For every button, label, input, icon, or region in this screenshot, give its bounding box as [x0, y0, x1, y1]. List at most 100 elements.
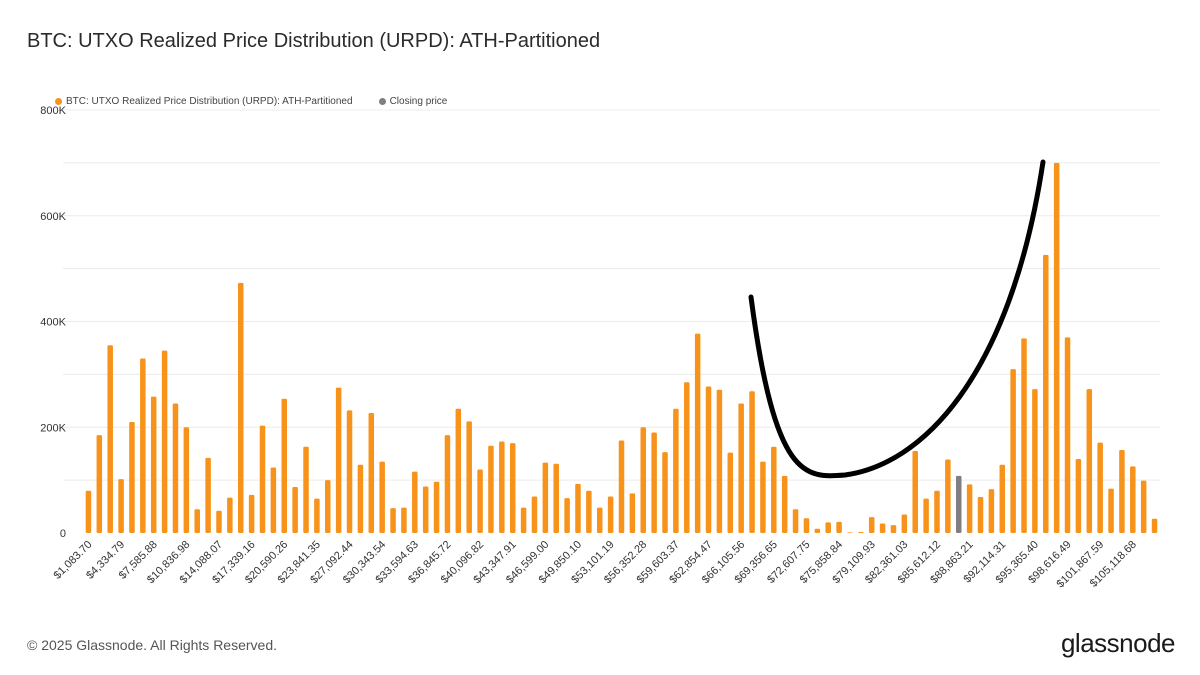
- bars: [85, 162, 1158, 534]
- bar: [1140, 480, 1147, 533]
- bar: [314, 498, 320, 533]
- bar: [542, 462, 549, 533]
- bar: [477, 469, 483, 533]
- bar: [1043, 254, 1049, 533]
- bar: [966, 484, 973, 533]
- bar: [760, 461, 766, 533]
- bar: [1064, 337, 1071, 533]
- y-tick-label: 800K: [40, 105, 66, 117]
- bar: [836, 521, 842, 533]
- bar: [1086, 389, 1093, 533]
- bar: [488, 445, 494, 533]
- bar: [727, 452, 734, 533]
- bar: [205, 457, 211, 533]
- bar: [509, 443, 516, 533]
- bar: [771, 446, 777, 533]
- bar: [640, 427, 647, 533]
- y-tick-label: 200K: [40, 422, 66, 434]
- legend-dot-closing-price: [378, 97, 386, 105]
- bar: [281, 398, 288, 533]
- bar: [705, 386, 712, 533]
- bar: [346, 410, 353, 533]
- bar: [368, 412, 375, 533]
- bar: [596, 507, 603, 533]
- bar: [618, 440, 625, 533]
- bar: [716, 389, 723, 533]
- legend-label-urpd: BTC: UTXO Realized Price Distribution (U…: [66, 95, 353, 107]
- bar: [96, 435, 103, 533]
- bar: [945, 459, 951, 533]
- bar: [85, 490, 92, 533]
- bar: [520, 507, 527, 533]
- bar: [379, 461, 385, 533]
- bar: [1053, 162, 1060, 534]
- bar: [923, 498, 929, 533]
- bar: [814, 528, 821, 533]
- bar: [662, 452, 668, 533]
- bar: [227, 497, 233, 533]
- bar: [684, 382, 690, 533]
- bar: [270, 467, 277, 533]
- bar: [183, 427, 190, 533]
- bar: [803, 518, 810, 533]
- bar: [357, 464, 364, 533]
- bar: [868, 517, 875, 533]
- bar: [1108, 488, 1114, 533]
- bar: [433, 481, 440, 533]
- bar: [194, 509, 200, 533]
- bar: [694, 333, 701, 533]
- bar: [422, 486, 429, 533]
- bar: [564, 498, 570, 533]
- bar: [890, 525, 897, 533]
- bar: [161, 350, 168, 533]
- copyright-text: © 2025 Glassnode. All Rights Reserved.: [27, 637, 278, 653]
- bar: [1032, 389, 1038, 533]
- bar: [781, 475, 788, 533]
- bar: [1119, 449, 1125, 533]
- bar: [586, 490, 592, 533]
- legend-item-closing-price[interactable]: Closing price: [378, 95, 448, 107]
- bar: [259, 425, 266, 533]
- bar: [901, 514, 908, 533]
- bar: [107, 345, 113, 533]
- bar: [150, 396, 157, 533]
- bar: [651, 432, 657, 533]
- bar: [129, 421, 135, 533]
- bar: [847, 532, 853, 533]
- bar: [412, 471, 418, 533]
- bar: [825, 522, 831, 533]
- bar: [988, 489, 995, 533]
- bar: [858, 531, 864, 533]
- bar: [444, 435, 451, 533]
- y-tick-label: 600K: [40, 211, 66, 223]
- bar: [455, 408, 462, 533]
- chart-title: BTC: UTXO Realized Price Distribution (U…: [27, 30, 601, 52]
- legend-item-urpd[interactable]: BTC: UTXO Realized Price Distribution (U…: [55, 96, 353, 107]
- bar: [466, 421, 472, 533]
- bar: [607, 496, 614, 533]
- bar: [401, 507, 407, 533]
- bar: [1075, 458, 1082, 533]
- bar: [879, 523, 886, 533]
- bar: [912, 451, 918, 533]
- bar: [934, 490, 940, 533]
- bar: [1097, 442, 1103, 533]
- bar: [629, 493, 636, 533]
- grid-lines: [63, 109, 1160, 481]
- y-tick-label: 0: [60, 528, 66, 540]
- glassnode-logo[interactable]: glassnode: [1060, 628, 1176, 658]
- bar: [673, 408, 679, 533]
- bar: [1130, 466, 1136, 533]
- bar: [1021, 338, 1027, 533]
- bar: [237, 282, 244, 533]
- bar: [303, 446, 309, 533]
- annotation-curve: [748, 159, 1046, 479]
- bar: [738, 403, 744, 533]
- bar: [390, 508, 396, 533]
- bar: [553, 463, 559, 533]
- bar: [792, 509, 799, 533]
- bar: [1151, 518, 1158, 533]
- bar: [292, 487, 298, 533]
- legend-label-closing-price: Closing price: [389, 95, 448, 107]
